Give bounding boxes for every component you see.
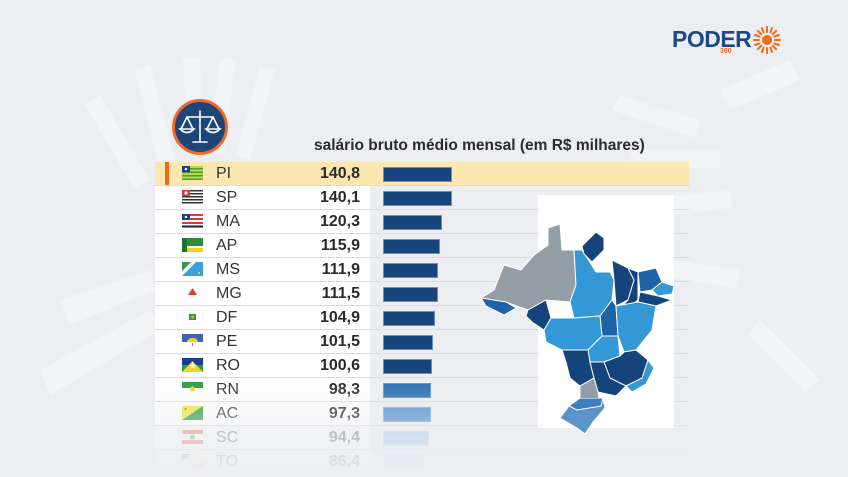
- salary-bar: [383, 335, 433, 350]
- logo-wordmark: PODER: [672, 26, 752, 52]
- flag-sp-icon: [182, 190, 203, 204]
- salary-bar: [383, 239, 440, 254]
- salary-value: 98,3: [328, 381, 360, 398]
- flag-ac-icon: [182, 406, 203, 420]
- state-code: RO: [216, 357, 240, 374]
- salary-value: 97,3: [328, 405, 360, 422]
- salary-value: 111,5: [321, 285, 360, 302]
- salary-value: 94,4: [328, 429, 360, 446]
- salary-value: 140,8: [319, 165, 360, 182]
- flag-df-icon: [182, 310, 203, 324]
- flag-sc-icon: [182, 430, 203, 444]
- state-code: RN: [216, 381, 240, 398]
- flag-pe-icon: [182, 334, 203, 348]
- salary-bar: [383, 287, 438, 302]
- table-row: TO 86,4: [155, 450, 689, 474]
- state-code: MA: [216, 213, 240, 230]
- state-code: AP: [216, 237, 238, 254]
- poder360-logo: PODER 360: [672, 26, 782, 55]
- scales-of-justice-icon: [172, 99, 228, 155]
- brazil-choropleth-map: [480, 223, 675, 407]
- state-code: DF: [216, 309, 238, 326]
- state-code: MS: [216, 261, 240, 278]
- salary-value: 86,4: [328, 453, 360, 470]
- state-code: MG: [216, 285, 242, 302]
- logo-subtext: 360: [720, 48, 732, 55]
- flag-to-icon: [182, 454, 203, 468]
- state-code: AC: [216, 405, 239, 422]
- salary-bar: [383, 431, 429, 446]
- state-code: TO: [216, 453, 238, 470]
- salary-value: 100,6: [319, 357, 360, 374]
- flag-rn-icon: [182, 382, 203, 396]
- salary-bar: [383, 311, 435, 326]
- salary-value: 104,9: [319, 309, 360, 326]
- salary-value: 111,9: [321, 261, 360, 278]
- state-code: SC: [216, 429, 239, 446]
- flag-mg-icon: [182, 286, 203, 300]
- salary-value: 115,9: [320, 237, 360, 254]
- table-row: DF 104,9: [155, 306, 689, 330]
- salary-value: 140,1: [319, 189, 360, 206]
- flag-ma-icon: [182, 214, 203, 228]
- table-row: SP 140,1: [155, 186, 689, 210]
- sun-icon: [753, 26, 782, 54]
- salary-bar: [383, 407, 431, 422]
- salary-bar: [383, 383, 431, 398]
- state-code: SP: [216, 189, 238, 206]
- flag-ro-icon: [182, 358, 203, 372]
- salary-bar: [383, 191, 452, 206]
- table-row: AP 115,9: [155, 234, 689, 258]
- salary-bar: [383, 263, 438, 278]
- brazil-map-south: [559, 398, 606, 435]
- chart-title: salário bruto médio mensal (em R$ milhar…: [314, 137, 645, 154]
- table-row: MS 111,9: [155, 258, 689, 282]
- flag-ap-icon: [182, 238, 203, 252]
- salary-bar: [383, 167, 452, 182]
- flag-pi-icon: [182, 166, 203, 180]
- state-code: PI: [216, 165, 232, 182]
- table-row: PE 101,5: [155, 330, 689, 354]
- salary-bar: [383, 455, 425, 470]
- table-row: RO 100,6: [155, 354, 689, 378]
- state-code: PE: [216, 333, 238, 350]
- table-row: MG 111,5: [155, 282, 689, 306]
- salary-bar: [383, 359, 432, 374]
- flag-ms-icon: [182, 262, 203, 276]
- salary-value: 101,5: [319, 333, 360, 350]
- highlight-marker: [165, 162, 169, 185]
- table-row: MA 120,3: [155, 210, 689, 234]
- salary-bar: [383, 215, 442, 230]
- salary-value: 120,3: [319, 213, 360, 230]
- table-row: PI 140,8: [155, 162, 689, 186]
